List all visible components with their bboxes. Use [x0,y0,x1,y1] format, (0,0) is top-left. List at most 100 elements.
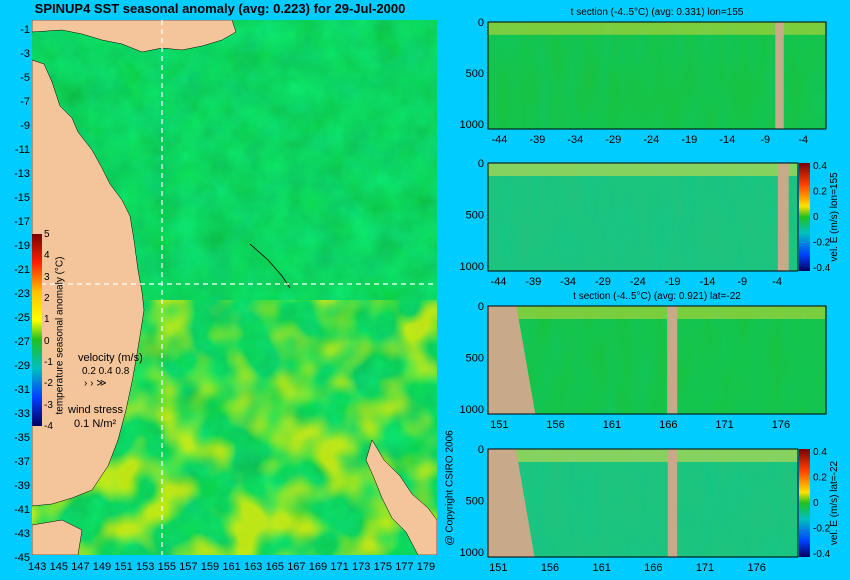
sst-anomaly-map [32,20,437,555]
new-caledonia-land [249,243,291,289]
map-lat-tick: -45 [14,552,30,564]
velocity-colorbar-tick: -0.2 [813,524,831,535]
section-y-tick: 500 [466,209,484,221]
velocity-colorbar-tick: 0 [813,212,819,223]
map-colorbar-tick: 2 [44,293,50,304]
section-x-tick: -29 [605,134,621,146]
new-guinea-land [32,20,237,53]
map-lon-tick: 163 [244,561,263,573]
map-lat-tick: -25 [14,312,30,324]
new-zealand-land [365,439,437,555]
velocity-colorbar-label: vel. E (m/s) lat=-22 [829,460,840,545]
section-y-tick: 0 [478,158,484,170]
map-colorbar-ticks: 5 4 3 2 1 0 -1 -2 -3 -4 [44,229,64,432]
velocity-colorbar-tick: -0.4 [813,549,831,560]
section-x-tick: -9 [760,134,770,146]
map-colorbar [32,234,42,426]
section-texture [488,163,798,271]
map-lat-tick: -17 [14,216,30,228]
section-x-tick: -34 [560,276,576,288]
map-lon-tick: 145 [49,561,68,573]
map-lon-tick: 161 [222,561,241,573]
velocity-scale: 0.2 0.4 0.8 [82,366,130,377]
section-title: t section (-4..5°C) (avg: 0.331) lon=155 [571,7,744,18]
velocity-label: velocity (m/s) [78,352,143,364]
section-land [777,163,789,271]
section-land [667,306,678,414]
section-y-tick: 500 [466,352,484,364]
page-title: SPINUP4 SST seasonal anomaly (avg: 0.223… [34,1,406,16]
section-surface-layer [488,163,798,176]
section-x-tick: 156 [546,419,564,431]
map-lat-tick: -33 [14,408,30,420]
section-panel-4: 0 500 1000 151 156 161 166 171 176 0.4 0.2 0 -0.2 -0.… [460,444,840,574]
section-y-tick: 1000 [460,547,484,559]
map-lat-tick: -15 [14,192,30,204]
section-x-tick: -34 [567,134,583,146]
section-x-tick: 171 [715,419,733,431]
map-lon-tick: 151 [114,561,133,573]
section-land [488,449,535,557]
section-x-tick: 161 [592,562,610,574]
section-panel-1: t section (-4..5°C) (avg: 0.331) lon=155… [460,7,827,146]
section-x-tick: 151 [489,562,507,574]
velocity-colorbar-tick: 0.2 [813,187,827,198]
map-lon-tick: 175 [373,561,392,573]
map-colorbar-tick: 5 [44,229,50,240]
velocity-colorbar-tick: -0.4 [813,263,831,274]
section-y-tick: 0 [478,17,484,29]
section-x-tick: 151 [490,419,508,431]
map-lat-tick: -19 [14,240,30,252]
velocity-colorbar [799,163,810,271]
map-lat-tick: -13 [14,168,30,180]
map-lon-tick: 173 [352,561,371,573]
section-x-tick: 166 [644,562,662,574]
section-x-tick: -29 [595,276,611,288]
map-lat-tick: -37 [14,456,30,468]
map-lat-tick: -41 [14,504,30,516]
velocity-arrows: › › ≫ [84,378,107,389]
section-y-tick: 0 [478,301,484,313]
map-colorbar-tick: 1 [44,314,50,326]
map-colorbar-tick: 0 [44,335,50,347]
wind-stress-label: wind stress [68,404,124,416]
map-lat-tick: -3 [20,48,30,60]
velocity-colorbar [799,449,810,557]
map-lat-tick: -7 [20,96,30,108]
tasmania-land [32,519,83,555]
map-lon-tick: 169 [308,561,328,573]
map-lat-tick: -5 [20,72,30,84]
section-surface-layer [488,306,826,319]
map-colorbar-tick: 3 [44,271,50,283]
section-x-tick: -39 [529,134,545,146]
section-frame [487,162,799,272]
map-lon-axis: 143 145 147 149 151 153 155 157 159 161 163 165 167 1… [28,562,440,576]
section-x-tick: -4 [798,134,808,146]
velocity-colorbar-tick: 0.4 [813,447,827,458]
map-lat-tick: -29 [14,360,30,372]
map-lat-tick: -1 [20,24,30,36]
section-x-tick: -39 [525,276,541,288]
map-lat-tick: -23 [14,288,30,300]
map-lon-tick: 165 [265,561,284,573]
section-land [775,22,784,129]
map-lat-tick: -43 [14,528,30,540]
map-lat-axis: -1 -3 -5 -7 -9 -11 -13 -15 -17 -19 -21 -23 -25 -27 -29… [0,18,32,564]
australia-land [32,59,145,507]
map-lon-tick: 157 [179,561,198,573]
section-x-tick: 166 [659,419,677,431]
section-x-tick: 171 [696,562,714,574]
section-x-tick: -14 [719,134,735,146]
map-colorbar-tick: 4 [44,250,50,262]
section-y-tick: 1000 [460,261,484,273]
map-colorbar-tick: -3 [44,399,53,411]
section-title: t section (-4..5°C) (avg: 0.921) lat=-22 [573,291,741,302]
section-panel-3: t section (-4..5°C) (avg: 0.921) lat=-22… [460,291,827,431]
velocity-colorbar-tick: -0.2 [813,238,831,249]
map-colorbar-tick: -2 [44,378,53,390]
section-x-tick: -44 [490,276,506,288]
map-lat-tick: -11 [14,144,30,156]
map-lat-tick: -21 [14,264,30,276]
map-colorbar-tick: -4 [44,421,53,432]
section-panel-2: 0 500 1000 -44 -39 -34 -29 -24 -19 -14 -9 -4 0.4 0.2 0… [460,158,840,288]
